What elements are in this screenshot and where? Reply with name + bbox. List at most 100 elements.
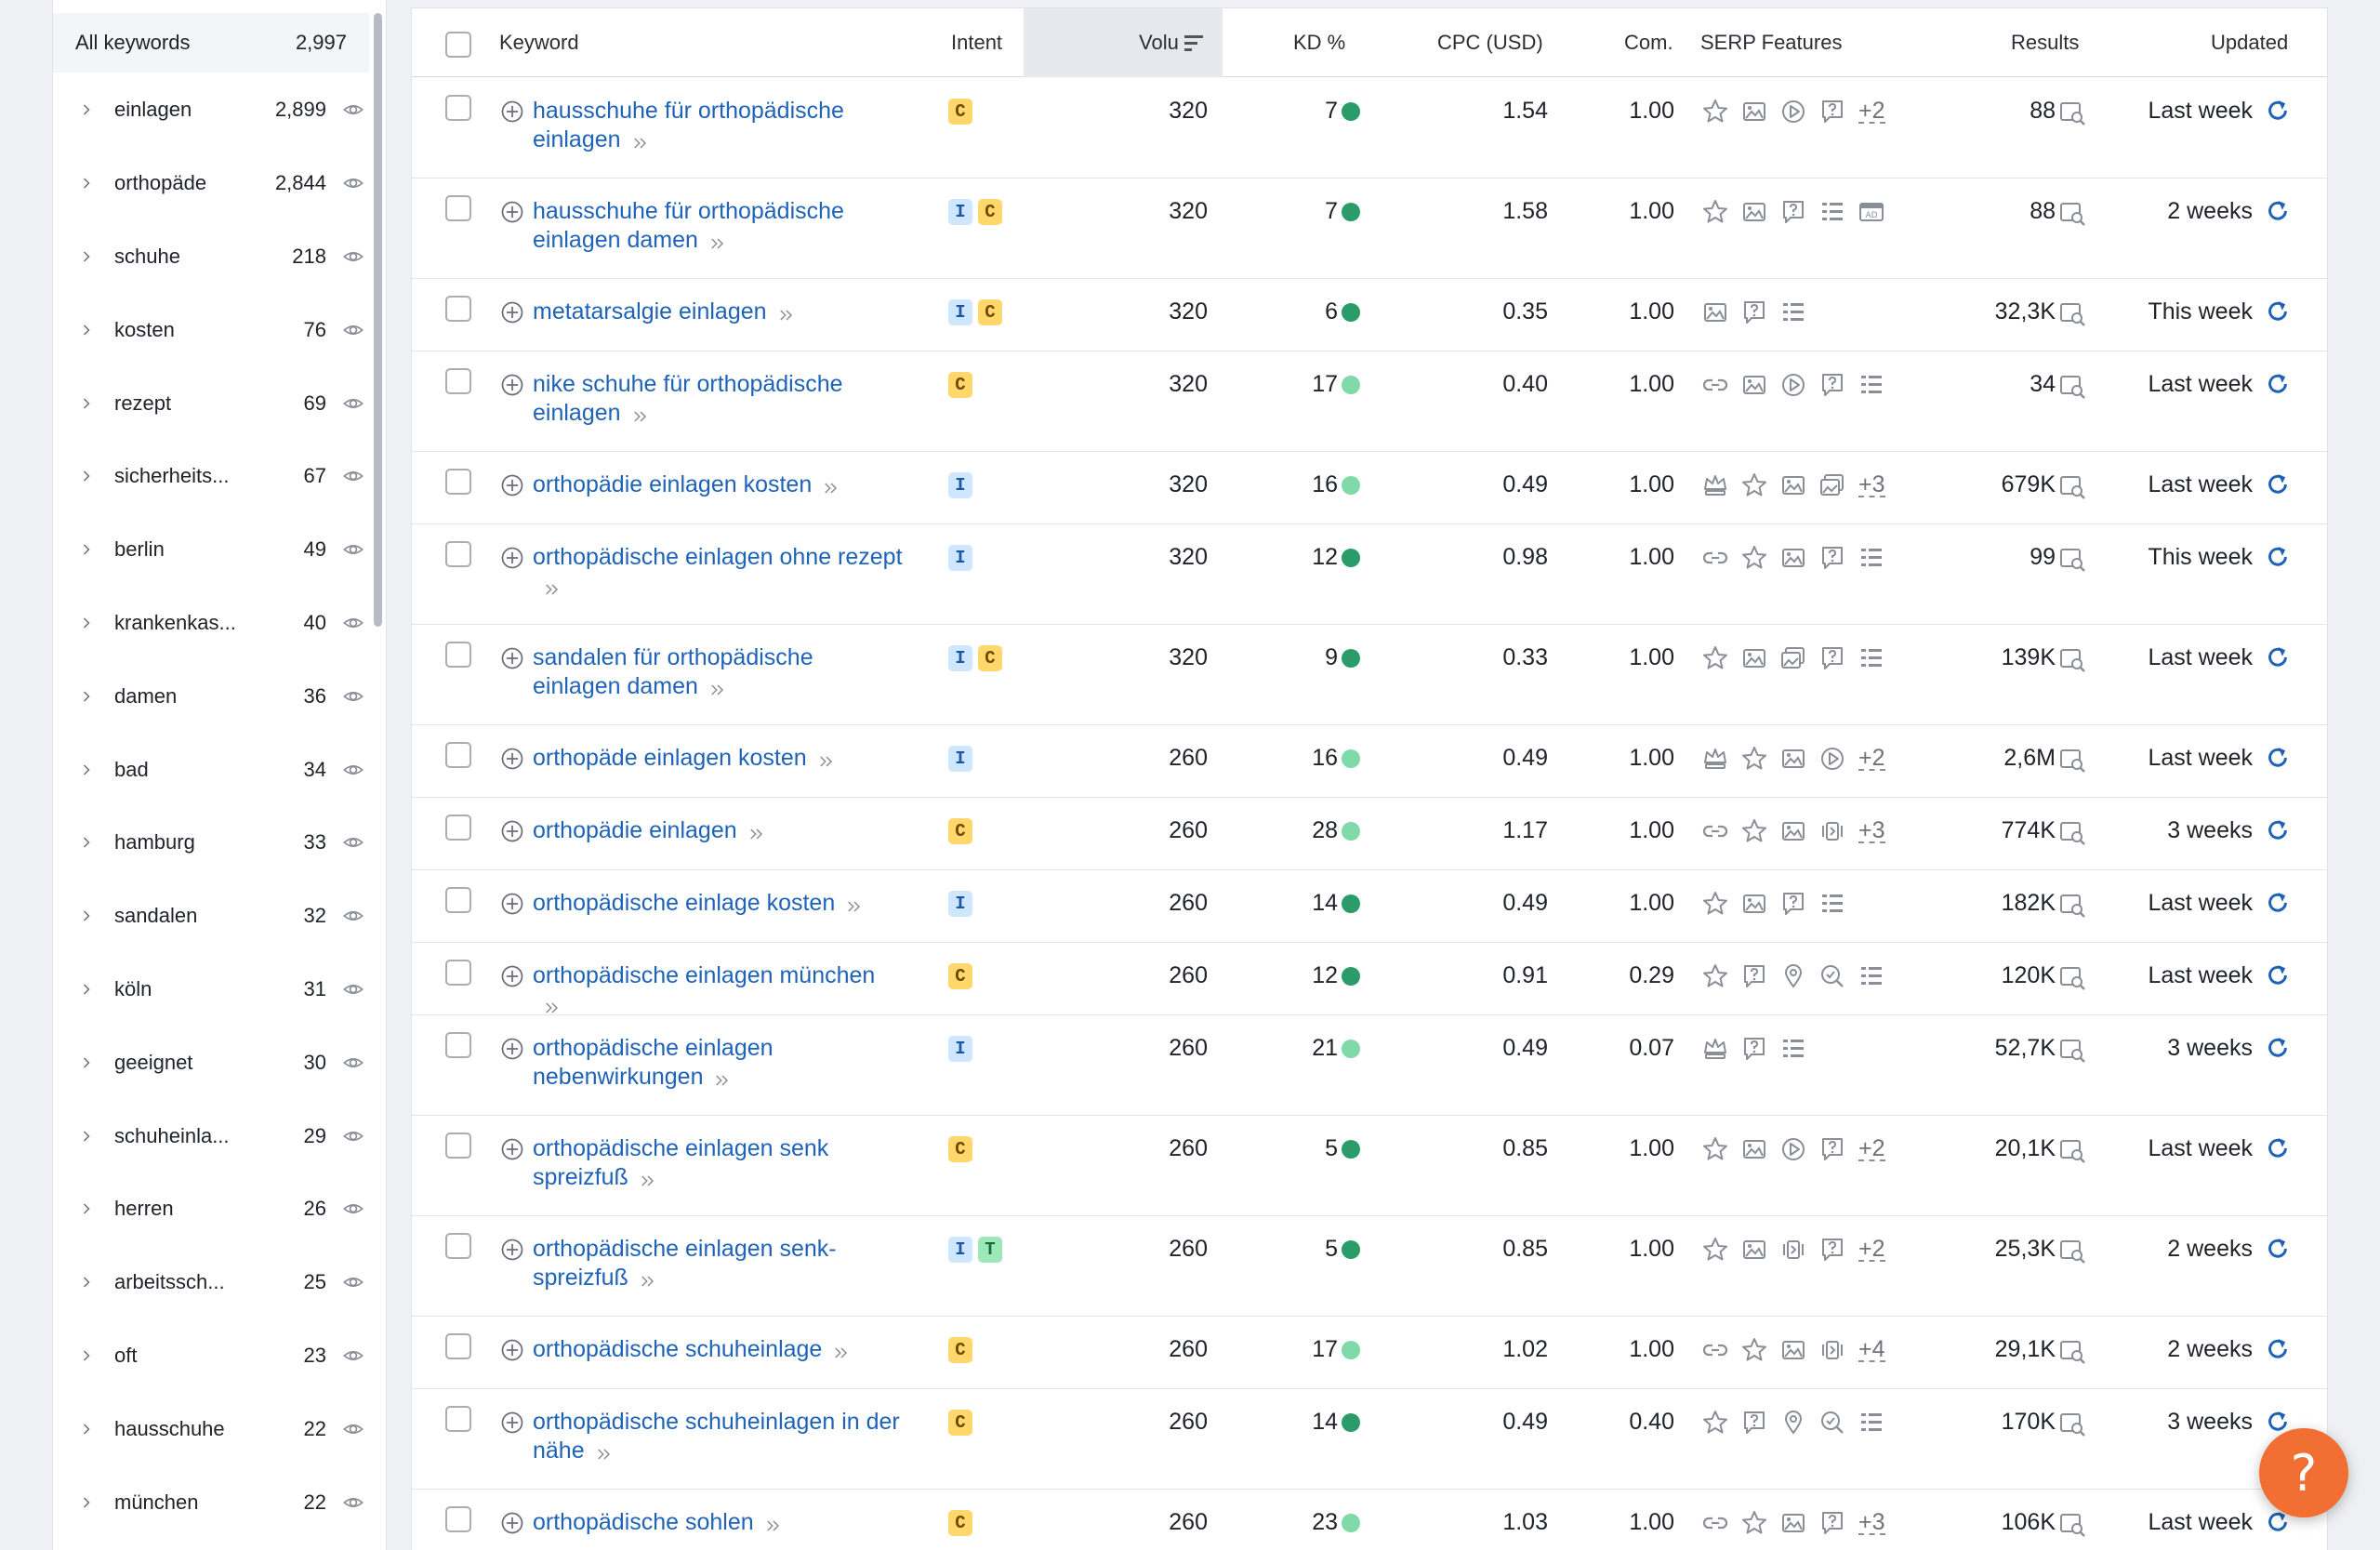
keyword-overview-icon[interactable] bbox=[706, 232, 730, 250]
row-checkbox[interactable] bbox=[445, 1032, 471, 1058]
eye-icon[interactable] bbox=[337, 906, 369, 926]
keyword-text[interactable]: orthopädische einlagen senk spreizfuß bbox=[533, 1135, 829, 1190]
intent-badge[interactable]: C bbox=[948, 372, 972, 398]
eye-icon[interactable] bbox=[337, 466, 369, 486]
keyword-overview-icon[interactable] bbox=[636, 1169, 660, 1187]
keyword-link[interactable]: orthopädische schuheinlage bbox=[533, 1335, 905, 1364]
serp-snapshot-icon[interactable] bbox=[2057, 1035, 2087, 1065]
add-to-list-icon[interactable] bbox=[499, 545, 525, 571]
row-checkbox[interactable] bbox=[445, 1233, 471, 1259]
serp-snapshot-icon[interactable] bbox=[2057, 745, 2087, 775]
keyword-text[interactable]: orthopädische schuheinlagen in der nähe bbox=[533, 1409, 900, 1464]
row-checkbox[interactable] bbox=[445, 541, 471, 567]
intent-badge[interactable]: I bbox=[948, 1237, 972, 1263]
chevron-right-icon[interactable] bbox=[79, 542, 94, 557]
row-checkbox[interactable] bbox=[445, 742, 471, 768]
intent-badge[interactable]: I bbox=[948, 299, 972, 325]
eye-icon[interactable] bbox=[337, 1345, 369, 1366]
add-to-list-icon[interactable] bbox=[499, 1510, 525, 1536]
chevron-right-icon[interactable] bbox=[79, 176, 94, 191]
col-com[interactable]: Com. bbox=[1624, 31, 1673, 54]
serp-snapshot-icon[interactable] bbox=[2057, 1409, 2087, 1438]
keyword-overview-icon[interactable] bbox=[745, 822, 769, 841]
group-item[interactable]: hamburg 33 bbox=[53, 806, 369, 880]
keyword-text[interactable]: hausschuhe für orthopädische einlagen da… bbox=[533, 198, 844, 253]
refresh-icon[interactable] bbox=[2264, 744, 2292, 772]
group-item[interactable]: einlagen 2,899 bbox=[53, 73, 369, 147]
row-checkbox[interactable] bbox=[445, 469, 471, 495]
refresh-icon[interactable] bbox=[2264, 961, 2292, 989]
serp-snapshot-icon[interactable] bbox=[2057, 644, 2087, 674]
keyword-link[interactable]: orthopädische einlagen senk spreizfuß bbox=[533, 1134, 905, 1192]
eye-icon[interactable] bbox=[337, 1053, 369, 1073]
eye-icon[interactable] bbox=[337, 1492, 369, 1513]
intent-badge[interactable]: C bbox=[948, 1410, 972, 1436]
group-item[interactable]: bad 34 bbox=[53, 733, 369, 806]
eye-icon[interactable] bbox=[337, 320, 369, 340]
refresh-icon[interactable] bbox=[2264, 816, 2292, 844]
col-intent[interactable]: Intent bbox=[951, 31, 1003, 54]
row-checkbox[interactable] bbox=[445, 296, 471, 322]
keyword-link[interactable]: orthopädische schuheinlagen in der nähe bbox=[533, 1408, 905, 1465]
keyword-overview-icon[interactable] bbox=[706, 678, 730, 696]
refresh-icon[interactable] bbox=[2264, 370, 2292, 398]
eye-icon[interactable] bbox=[337, 686, 369, 707]
group-item[interactable]: sandalen 32 bbox=[53, 880, 369, 953]
keyword-overview-icon[interactable] bbox=[761, 1514, 786, 1532]
row-checkbox[interactable] bbox=[445, 815, 471, 841]
refresh-icon[interactable] bbox=[2264, 1508, 2292, 1536]
refresh-icon[interactable] bbox=[2264, 889, 2292, 917]
keyword-overview-icon[interactable] bbox=[540, 577, 564, 596]
row-checkbox[interactable] bbox=[445, 1506, 471, 1532]
serp-snapshot-icon[interactable] bbox=[2057, 298, 2087, 328]
add-to-list-icon[interactable] bbox=[499, 372, 525, 398]
serp-snapshot-icon[interactable] bbox=[2057, 962, 2087, 992]
group-item[interactable]: herren 26 bbox=[53, 1172, 369, 1246]
serp-snapshot-icon[interactable] bbox=[2057, 817, 2087, 847]
add-to-list-icon[interactable] bbox=[499, 1410, 525, 1436]
chevron-right-icon[interactable] bbox=[79, 689, 94, 704]
chevron-right-icon[interactable] bbox=[79, 1201, 94, 1216]
intent-badge[interactable]: I bbox=[948, 891, 972, 917]
row-checkbox[interactable] bbox=[445, 368, 471, 394]
chevron-right-icon[interactable] bbox=[79, 1055, 94, 1070]
col-volume[interactable]: Volu bbox=[1139, 30, 1207, 56]
serp-more-link[interactable]: +2 bbox=[1858, 1235, 1885, 1262]
add-to-list-icon[interactable] bbox=[499, 645, 525, 671]
group-item[interactable]: berlin 49 bbox=[53, 513, 369, 587]
intent-badge[interactable]: I bbox=[948, 545, 972, 571]
keyword-text[interactable]: hausschuhe für orthopädische einlagen bbox=[533, 98, 844, 152]
eye-icon[interactable] bbox=[337, 832, 369, 853]
add-to-list-icon[interactable] bbox=[499, 1036, 525, 1062]
refresh-icon[interactable] bbox=[2264, 1235, 2292, 1263]
keyword-text[interactable]: orthopädische einlagen ohne rezept bbox=[533, 544, 903, 570]
serp-more-link[interactable]: +3 bbox=[1858, 470, 1885, 497]
serp-more-link[interactable]: +2 bbox=[1858, 97, 1885, 124]
intent-badge[interactable]: I bbox=[948, 472, 972, 498]
refresh-icon[interactable] bbox=[2264, 197, 2292, 225]
keyword-overview-icon[interactable] bbox=[774, 303, 799, 322]
chevron-right-icon[interactable] bbox=[79, 1422, 94, 1437]
keyword-link[interactable]: orthopäde einlagen kosten bbox=[533, 744, 905, 773]
group-item[interactable]: krankenkas... 40 bbox=[53, 587, 369, 660]
keyword-link[interactable]: sandalen für orthopädische einlagen dame… bbox=[533, 643, 905, 701]
row-checkbox[interactable] bbox=[445, 1133, 471, 1159]
add-to-list-icon[interactable] bbox=[499, 1337, 525, 1363]
add-to-list-icon[interactable] bbox=[499, 472, 525, 498]
col-keyword[interactable]: Keyword bbox=[499, 31, 579, 54]
intent-badge[interactable]: C bbox=[948, 818, 972, 844]
refresh-icon[interactable] bbox=[2264, 470, 2292, 498]
help-button[interactable]: ? bbox=[2259, 1428, 2348, 1517]
eye-icon[interactable] bbox=[337, 1199, 369, 1219]
chevron-right-icon[interactable] bbox=[79, 1129, 94, 1144]
eye-icon[interactable] bbox=[337, 99, 369, 120]
serp-more-link[interactable]: +2 bbox=[1858, 1134, 1885, 1161]
serp-snapshot-icon[interactable] bbox=[2057, 98, 2087, 127]
row-checkbox[interactable] bbox=[445, 887, 471, 913]
chevron-right-icon[interactable] bbox=[79, 323, 94, 338]
intent-badge[interactable]: C bbox=[948, 1337, 972, 1363]
eye-icon[interactable] bbox=[337, 246, 369, 267]
intent-badge[interactable]: I bbox=[948, 199, 972, 225]
refresh-icon[interactable] bbox=[2264, 543, 2292, 571]
serp-snapshot-icon[interactable] bbox=[2057, 890, 2087, 920]
